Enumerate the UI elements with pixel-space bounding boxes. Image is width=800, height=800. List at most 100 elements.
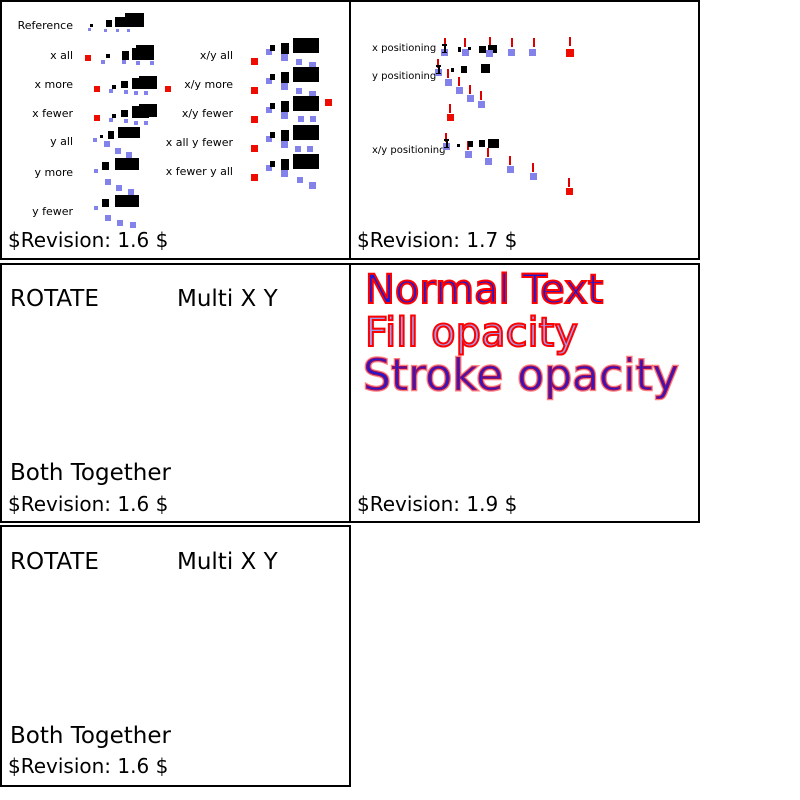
position-marker-blue [105, 215, 111, 221]
glyph-box [451, 68, 454, 72]
glyph-box [139, 76, 157, 89]
row-label: x positioning [372, 43, 437, 54]
glyph-box [118, 127, 140, 138]
glyph-box [281, 101, 289, 112]
glyph-box [115, 17, 125, 27]
glyph-box [112, 85, 116, 89]
panel-rotate-1: ROTATE Multi X Y Both Together $Revision… [0, 263, 351, 523]
position-marker-blue [296, 59, 302, 65]
position-marker-blue [128, 189, 134, 195]
position-marker-blue [266, 78, 272, 84]
position-tick [458, 77, 460, 86]
position-marker-red [94, 86, 100, 92]
glyph-box [479, 140, 485, 147]
row-label: y all [50, 135, 73, 148]
position-marker-red [566, 49, 574, 57]
position-marker-blue [465, 151, 472, 158]
position-tick [533, 38, 535, 47]
row-label: x/y more [184, 78, 233, 91]
position-tick [569, 37, 571, 46]
position-marker-blue [134, 121, 138, 125]
position-marker-blue [115, 148, 121, 154]
position-marker-blue [298, 116, 304, 122]
row-label: x/y fewer [181, 107, 233, 120]
position-marker-blue [295, 146, 301, 152]
position-marker-blue [101, 60, 105, 64]
glyph-box [106, 20, 112, 27]
glyph-box [293, 125, 319, 140]
position-marker-blue [116, 29, 119, 32]
position-marker-blue [109, 89, 113, 93]
position-marker-blue [507, 166, 514, 173]
glyph-box [461, 66, 467, 73]
position-tick [568, 178, 570, 187]
position-marker-blue [297, 177, 303, 183]
position-marker-blue [529, 49, 536, 56]
stroke-opacity-sample: Stroke opacity [362, 350, 680, 401]
position-tick [532, 163, 534, 172]
position-tick [469, 85, 471, 94]
glyph-box [436, 72, 441, 74]
glyph-box [488, 139, 499, 148]
glyph-box [102, 199, 109, 207]
position-tick [480, 91, 482, 100]
panel-text-positioning-1: Reference x all x more x fewer y all y more y … [0, 0, 351, 260]
glyph-box [100, 135, 103, 138]
position-marker-blue [144, 91, 148, 95]
position-marker-blue [266, 165, 272, 171]
position-marker-red [251, 116, 258, 123]
multi-xy-label: Multi X Y [177, 286, 278, 312]
position-marker-red [165, 86, 171, 92]
position-marker-blue [281, 112, 288, 119]
position-marker-blue [508, 49, 515, 56]
position-tick [509, 156, 511, 165]
multi-xy-label: Multi X Y [177, 549, 278, 575]
fill-opacity-sample: Fill opacity [364, 310, 579, 356]
position-tick [447, 69, 449, 78]
position-tick [511, 38, 513, 47]
position-marker-blue [467, 95, 474, 102]
panel-text-opacity: Normal Text Fill opacity Stroke opacity … [349, 263, 700, 523]
position-marker-blue [136, 61, 140, 65]
row-label: Reference [17, 19, 73, 32]
position-marker-blue [281, 54, 288, 61]
row-label: y positioning [372, 71, 437, 82]
row-label: x all [50, 49, 73, 62]
position-marker-blue [116, 185, 122, 191]
position-marker-blue [94, 169, 98, 173]
revision-label: $Revision: 1.6 $ [8, 754, 169, 778]
position-marker-blue [486, 50, 493, 57]
position-tick [464, 38, 466, 47]
position-marker-blue [266, 107, 272, 113]
glyph-box [108, 131, 114, 139]
position-marker-blue [109, 118, 113, 122]
position-marker-red [566, 188, 573, 195]
row-label: x fewer y all [165, 165, 233, 178]
position-tick [449, 104, 451, 113]
position-marker-blue [124, 119, 128, 123]
position-tick [445, 133, 447, 142]
glyph-box [488, 45, 497, 53]
position-marker-blue [266, 136, 272, 142]
position-marker-blue [309, 91, 316, 98]
position-marker-blue [281, 141, 288, 148]
row-label: x more [34, 78, 74, 91]
revision-label: $Revision: 1.9 $ [357, 492, 518, 516]
position-marker-blue [281, 83, 288, 90]
glyph-box [112, 114, 116, 118]
position-marker-red [325, 99, 332, 106]
glyph-box [270, 103, 275, 109]
glyph-box [293, 154, 319, 169]
glyph-box [270, 161, 275, 167]
glyph-box [281, 43, 289, 54]
position-marker-red [251, 145, 258, 152]
position-tick [487, 148, 489, 157]
glyph-box [270, 132, 275, 138]
position-marker-blue [130, 222, 136, 228]
glyph-box [90, 24, 93, 27]
glyph-box [457, 144, 460, 147]
glyph-box [442, 51, 447, 53]
both-together-label: Both Together [10, 460, 171, 486]
glyph-box [102, 162, 109, 170]
normal-text-sample: Normal Text [364, 267, 604, 313]
